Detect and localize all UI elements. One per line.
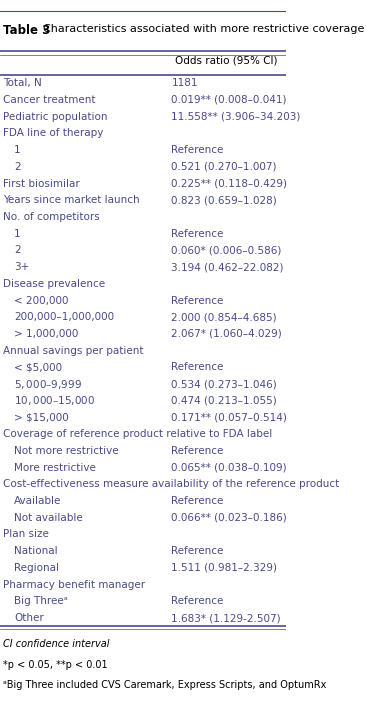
Text: Years since market launch: Years since market launch [3, 195, 139, 205]
Text: Not more restrictive: Not more restrictive [14, 446, 119, 456]
Text: First biosimilar: First biosimilar [3, 179, 80, 189]
Text: Cancer treatment: Cancer treatment [3, 95, 96, 105]
Text: 0.171** (0.057–0.514): 0.171** (0.057–0.514) [172, 413, 287, 423]
Text: Regional: Regional [14, 563, 59, 573]
Text: 0.066** (0.023–0.186): 0.066** (0.023–0.186) [172, 513, 287, 523]
Text: Total, N: Total, N [3, 78, 42, 89]
Text: Reference: Reference [172, 145, 224, 155]
Text: 0.225** (0.118–0.429): 0.225** (0.118–0.429) [172, 179, 287, 189]
Text: Not available: Not available [14, 513, 83, 523]
Text: Other: Other [14, 613, 44, 623]
Text: 0.065** (0.038–0.109): 0.065** (0.038–0.109) [172, 463, 287, 472]
Text: 2: 2 [14, 162, 21, 172]
Text: Reference: Reference [172, 362, 224, 372]
Text: ᵃBig Three included CVS Caremark, Express Scripts, and OptumRx: ᵃBig Three included CVS Caremark, Expres… [3, 680, 326, 690]
Text: Reference: Reference [172, 546, 224, 556]
Text: FDA line of therapy: FDA line of therapy [3, 128, 103, 138]
Text: 0.521 (0.270–1.007): 0.521 (0.270–1.007) [172, 162, 277, 172]
Text: CI confidence interval: CI confidence interval [3, 639, 109, 649]
Text: Big Threeᵃ: Big Threeᵃ [14, 596, 68, 606]
Text: 1: 1 [14, 145, 21, 155]
Text: 0.060* (0.006–0.586): 0.060* (0.006–0.586) [172, 246, 282, 256]
Text: 0.474 (0.213–1.055): 0.474 (0.213–1.055) [172, 396, 277, 406]
Text: Table 3: Table 3 [3, 24, 50, 37]
Text: 1.511 (0.981–2.329): 1.511 (0.981–2.329) [172, 563, 277, 573]
Text: $10,000–$15,000: $10,000–$15,000 [14, 395, 96, 408]
Text: 1.683* (1.129-2.507): 1.683* (1.129-2.507) [172, 613, 281, 623]
Text: National: National [14, 546, 58, 556]
Text: 2.000 (0.854–4.685): 2.000 (0.854–4.685) [172, 312, 277, 323]
Text: Reference: Reference [172, 446, 224, 456]
Text: 2.067* (1.060–4.029): 2.067* (1.060–4.029) [172, 329, 282, 339]
Text: 3.194 (0.462–22.082): 3.194 (0.462–22.082) [172, 262, 284, 272]
Text: Annual savings per patient: Annual savings per patient [3, 346, 143, 356]
Text: Reference: Reference [172, 229, 224, 238]
Text: Pediatric population: Pediatric population [3, 112, 107, 122]
Text: 1: 1 [14, 229, 21, 238]
Text: Reference: Reference [172, 295, 224, 305]
Text: $5,000–$9,999: $5,000–$9,999 [14, 377, 82, 390]
Text: Available: Available [14, 496, 61, 506]
Text: < 200,000: < 200,000 [14, 295, 69, 305]
Text: Reference: Reference [172, 496, 224, 506]
Text: > 1,000,000: > 1,000,000 [14, 329, 79, 339]
Text: Pharmacy benefit manager: Pharmacy benefit manager [3, 580, 145, 590]
Text: No. of competitors: No. of competitors [3, 212, 100, 222]
Text: More restrictive: More restrictive [14, 463, 96, 472]
Text: < $5,000: < $5,000 [14, 362, 63, 372]
Text: 3+: 3+ [14, 262, 30, 272]
Text: Odds ratio (95% CI): Odds ratio (95% CI) [175, 55, 277, 66]
Text: 11.558** (3.906–34.203): 11.558** (3.906–34.203) [172, 112, 301, 122]
Text: 1181: 1181 [172, 78, 198, 89]
Text: Reference: Reference [172, 596, 224, 606]
Text: Characteristics associated with more restrictive coverage: Characteristics associated with more res… [36, 24, 364, 34]
Text: 0.019** (0.008–0.041): 0.019** (0.008–0.041) [172, 95, 287, 105]
Text: Coverage of reference product relative to FDA label: Coverage of reference product relative t… [3, 429, 272, 439]
Text: 0.823 (0.659–1.028): 0.823 (0.659–1.028) [172, 195, 277, 205]
Text: Disease prevalence: Disease prevalence [3, 279, 105, 289]
Text: Cost-effectiveness measure availability of the reference product: Cost-effectiveness measure availability … [3, 480, 339, 490]
Text: > $15,000: > $15,000 [14, 413, 69, 423]
Text: 200,000–1,000,000: 200,000–1,000,000 [14, 312, 115, 323]
Text: Plan size: Plan size [3, 529, 49, 539]
Text: 0.534 (0.273–1.046): 0.534 (0.273–1.046) [172, 379, 277, 389]
Text: 2: 2 [14, 246, 21, 256]
Text: *p < 0.05, **p < 0.01: *p < 0.05, **p < 0.01 [3, 660, 108, 670]
